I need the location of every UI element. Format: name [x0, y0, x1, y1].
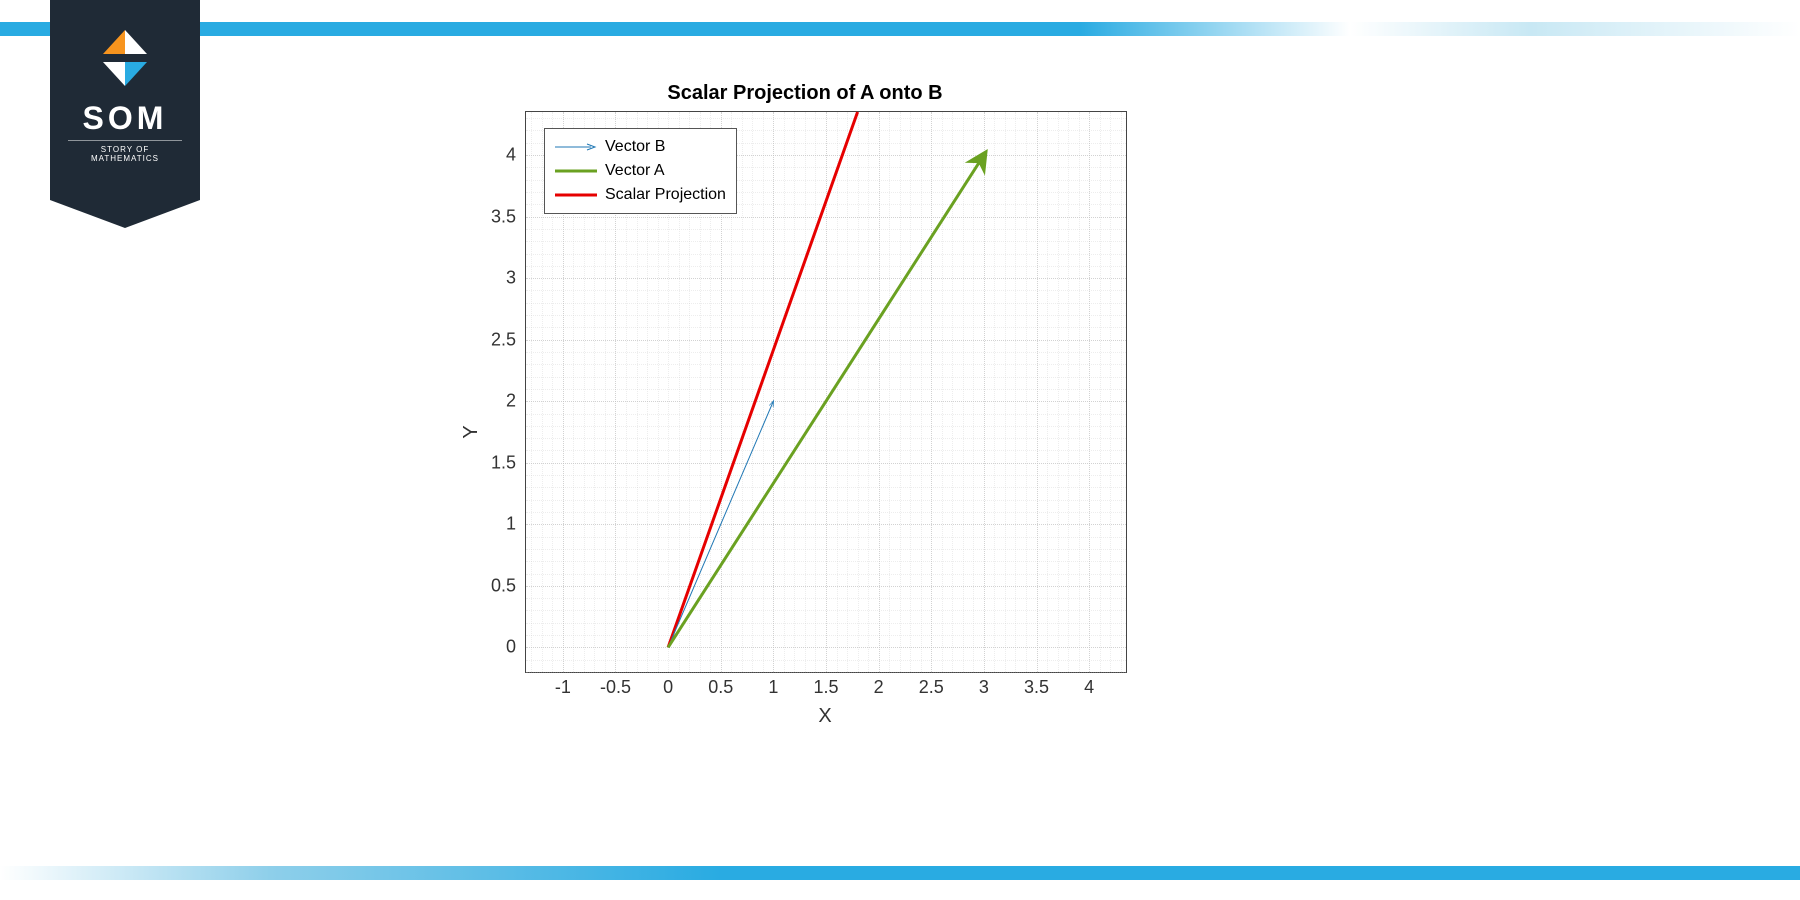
chart-legend: Vector B Vector A Scalar Projection [544, 128, 737, 214]
x-tick-label: 3 [979, 677, 989, 698]
legend-item: Vector A [555, 159, 726, 183]
y-axis-label: Y [460, 425, 483, 438]
brand-tagline: STORY OF MATHEMATICS [68, 140, 182, 163]
legend-swatch-icon [555, 141, 597, 153]
y-tick-label: 4 [466, 145, 516, 166]
x-tick-label: 2.5 [919, 677, 944, 698]
x-tick-label: 1 [768, 677, 778, 698]
x-axis-label: X [525, 705, 1125, 728]
top-accent-bar [0, 22, 1800, 36]
vector-b [668, 401, 773, 647]
x-tick-label: -0.5 [600, 677, 631, 698]
legend-item: Vector B [555, 135, 726, 159]
brand-badge: SOM STORY OF MATHEMATICS [50, 0, 200, 200]
brand-mark-icon [93, 26, 157, 90]
legend-label: Vector B [605, 138, 665, 156]
legend-swatch-icon [555, 189, 597, 201]
x-tick-label: -1 [555, 677, 571, 698]
x-tick-label: 0.5 [708, 677, 733, 698]
legend-swatch-icon [555, 165, 597, 177]
y-tick-label: 2.5 [466, 329, 516, 350]
chart-axes: Vector B Vector A Scalar Projection -1-0… [525, 111, 1127, 673]
y-tick-label: 0 [466, 637, 516, 658]
y-tick-label: 3.5 [466, 206, 516, 227]
bottom-accent-bar [0, 866, 1800, 880]
legend-label: Vector A [605, 162, 665, 180]
brand-name: SOM [50, 100, 200, 137]
chart-title: Scalar Projection of A onto B [455, 82, 1155, 105]
x-tick-label: 0 [663, 677, 673, 698]
legend-item: Scalar Projection [555, 183, 726, 207]
legend-label: Scalar Projection [605, 186, 726, 204]
y-tick-label: 1 [466, 514, 516, 535]
vector-a [668, 155, 984, 647]
y-tick-label: 2 [466, 391, 516, 412]
y-tick-label: 0.5 [466, 575, 516, 596]
grid-line [526, 672, 1126, 673]
chart-container: Scalar Projection of A onto B Y Vector B [455, 82, 1155, 782]
y-tick-label: 3 [466, 268, 516, 289]
x-tick-label: 2 [874, 677, 884, 698]
x-tick-label: 4 [1084, 677, 1094, 698]
x-tick-label: 3.5 [1024, 677, 1049, 698]
y-tick-label: 1.5 [466, 452, 516, 473]
x-tick-label: 1.5 [813, 677, 838, 698]
